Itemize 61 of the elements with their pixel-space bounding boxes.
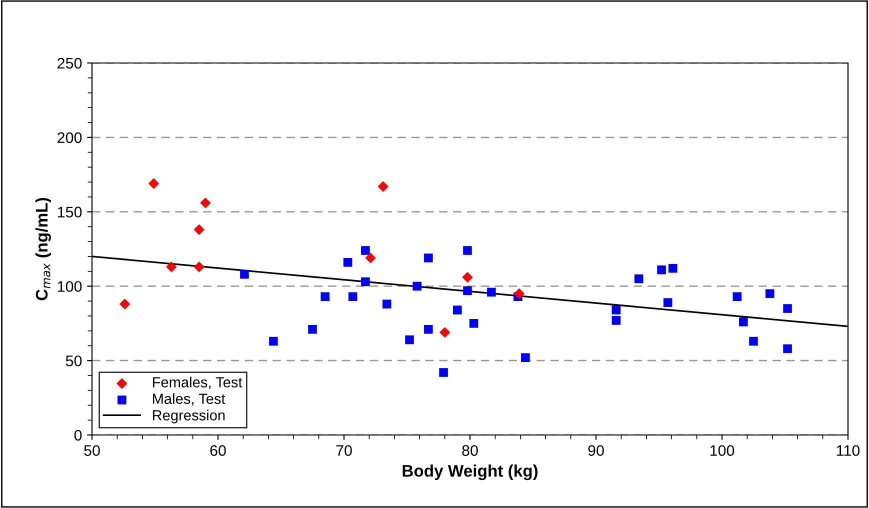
point [361,277,370,286]
point [469,319,478,328]
legend-label: Females, Test [152,376,242,390]
point [361,246,370,255]
point [439,326,450,338]
point [424,324,433,334]
point [194,224,204,236]
y-tick-label: 100 [58,281,82,292]
point [439,368,448,377]
point [453,306,462,314]
point [405,335,414,344]
legend-label: Males, Test [152,393,226,406]
point [240,270,249,279]
point [783,304,792,313]
x-tick-label: 70 [336,445,352,456]
point [343,258,352,267]
point [308,324,317,334]
x-axis-title: Body Weight (kg) [402,464,538,480]
y-tick-label: 250 [58,58,82,69]
point [612,306,621,314]
x-tick-label: 90 [588,445,604,456]
x-tick-label: 80 [462,445,478,456]
point [739,318,748,326]
point [657,265,666,274]
point [320,292,330,302]
point [668,264,678,273]
y-axis-title: C$_{max}$ (ng/mL) [35,198,52,300]
point [487,288,496,297]
y-tick-label: 150 [58,206,82,218]
point [200,197,211,208]
legend-label: Regression [152,410,225,424]
point [749,336,758,346]
point [365,252,376,264]
y-tick-label: 0 [74,430,82,441]
x-tick-label: 100 [710,445,734,456]
y-tick-label: 50 [66,355,82,366]
point [663,298,672,307]
point [166,261,177,272]
point [732,292,742,302]
point [269,336,278,346]
point [119,298,130,310]
point [412,282,422,291]
x-tick-label: 110 [836,445,860,456]
point [463,286,472,296]
y-tick-label: 200 [58,132,82,144]
point [463,246,472,255]
point [783,344,792,354]
x-tick-label: 50 [84,445,100,456]
point [462,272,473,283]
point [348,292,358,302]
point [514,288,525,300]
x-tick-label: 60 [210,445,226,456]
point [521,353,530,362]
point [765,289,774,298]
point [382,300,392,308]
point [424,254,433,262]
point [194,261,204,272]
point [378,181,388,192]
point [148,178,160,189]
point [612,316,621,325]
point [634,274,644,284]
